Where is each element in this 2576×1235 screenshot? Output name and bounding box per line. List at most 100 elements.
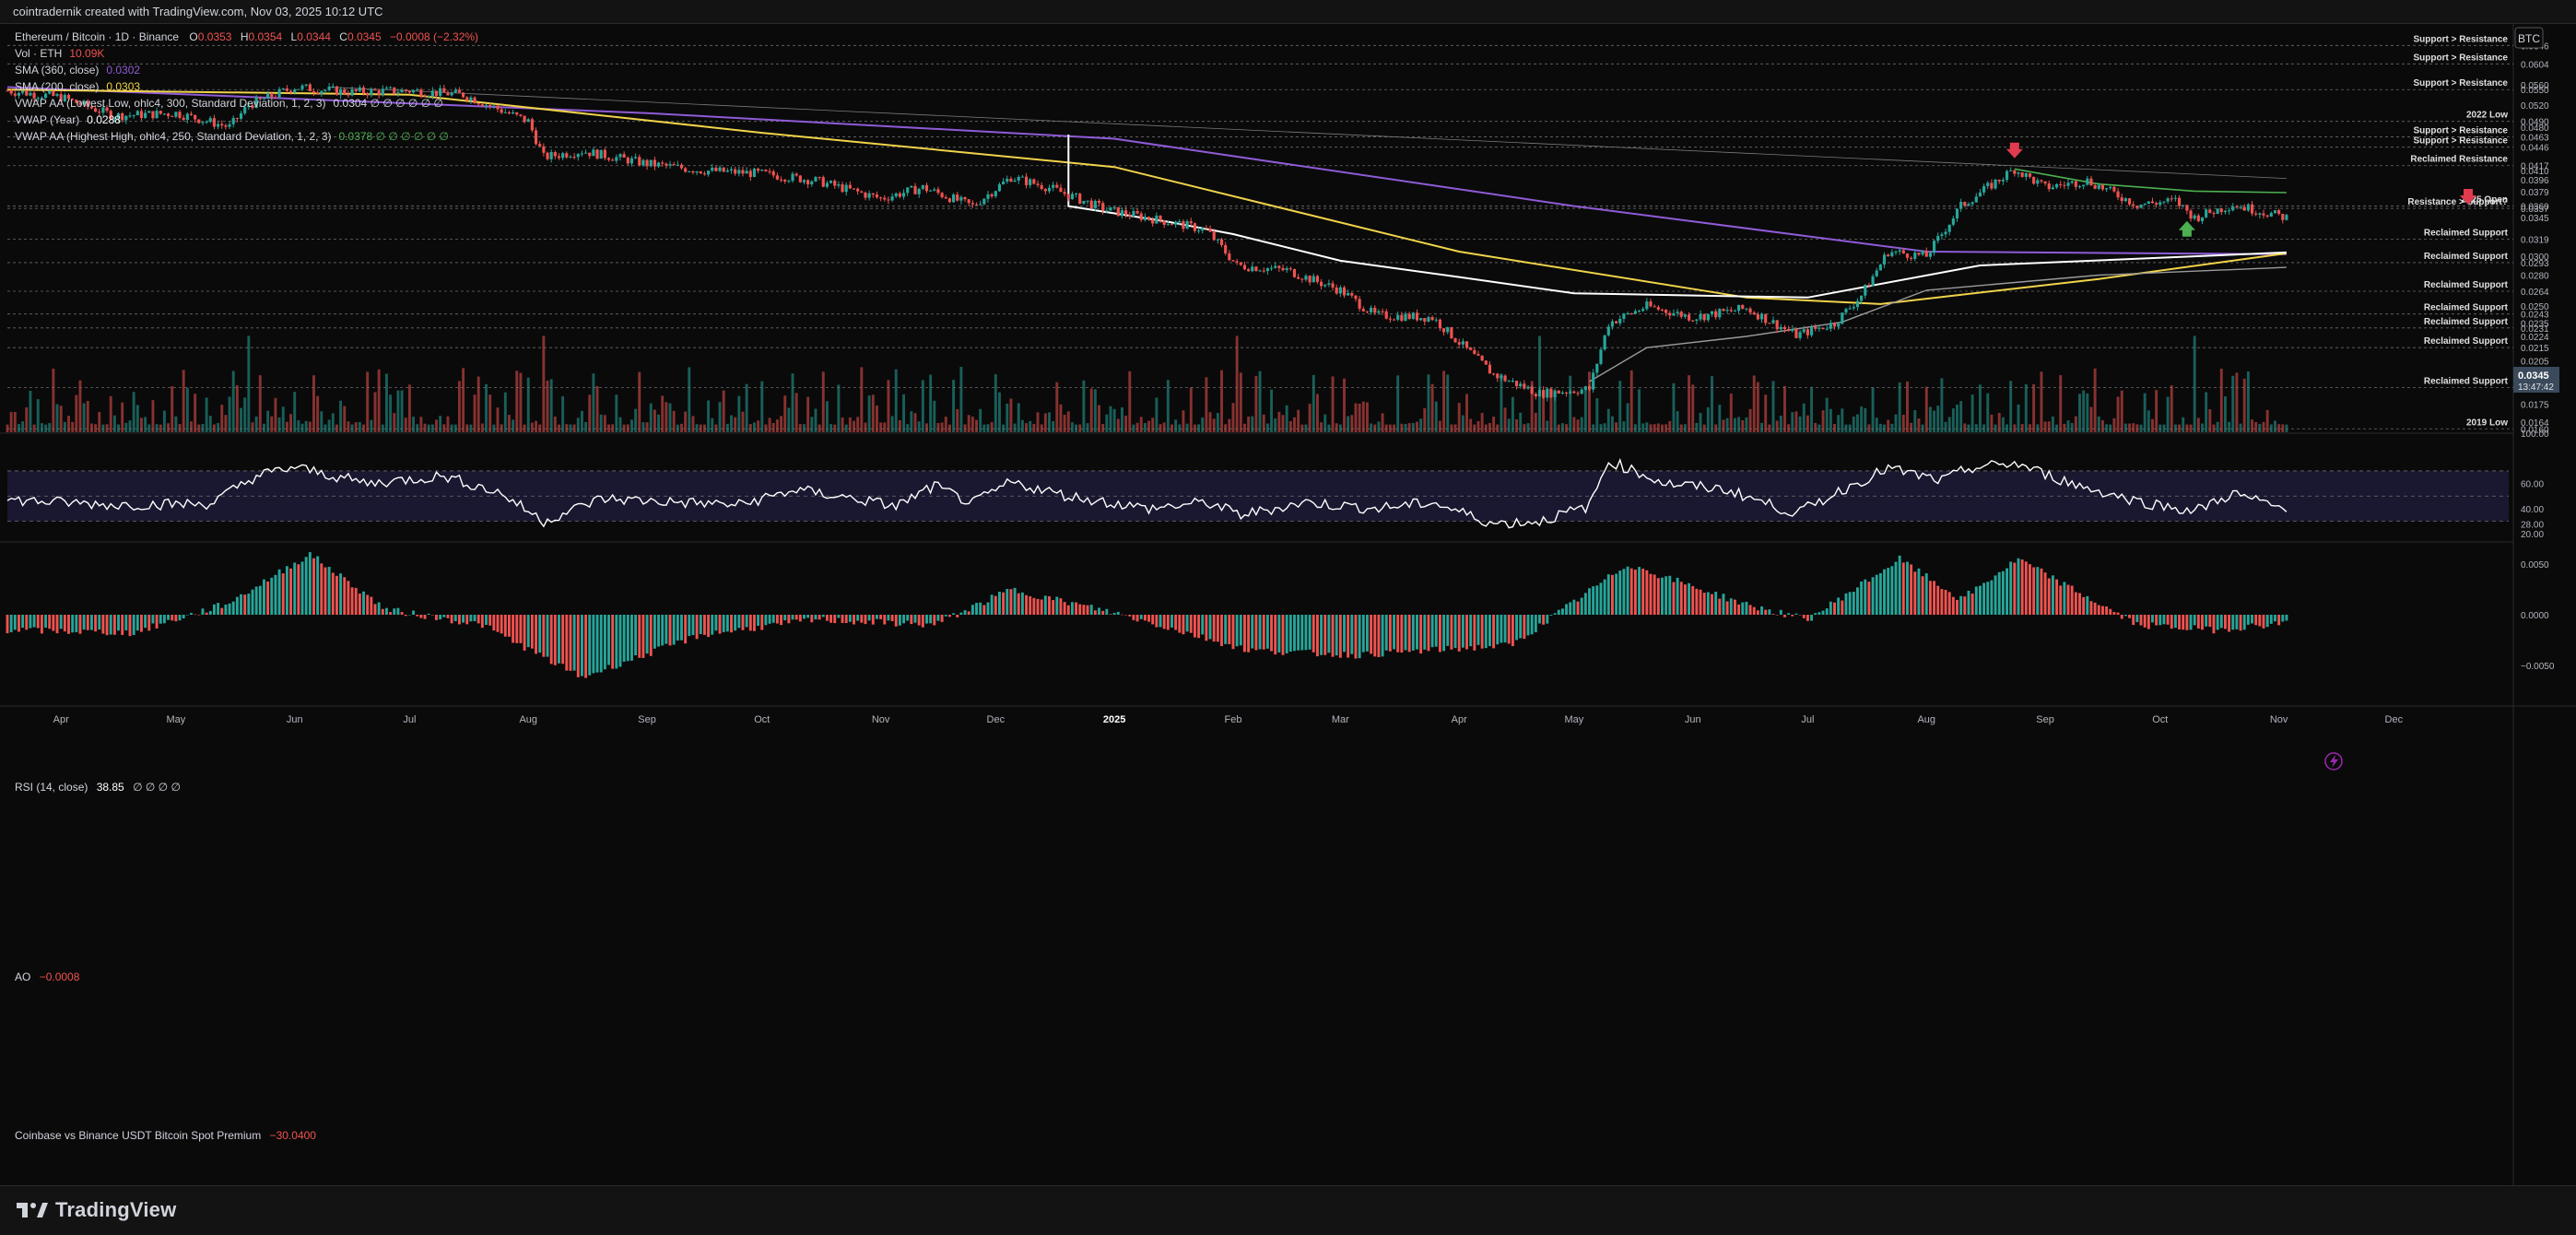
lightning-icon[interactable] (2324, 752, 2343, 770)
candle-body (377, 90, 381, 95)
ao-bar (1361, 615, 1365, 653)
tradingview-logo[interactable]: TradingView (15, 1198, 176, 1222)
volume-bar (132, 392, 135, 432)
candle-body (1963, 202, 1967, 206)
ao-bar (320, 563, 323, 615)
ao-bar (864, 615, 867, 625)
volume-bar (1760, 422, 1763, 432)
price-tick: 0.0490 (2521, 118, 2549, 128)
candle-body (1297, 276, 1300, 279)
candle-body (1208, 228, 1212, 232)
volume-bar (2265, 409, 2269, 432)
volume-bar (1492, 417, 1496, 432)
ao-pane[interactable] (6, 552, 2288, 678)
ao-bar (1109, 614, 1112, 615)
candle-body (1473, 349, 1476, 355)
legend-open: 0.0353 (198, 30, 232, 43)
candle-body (1710, 311, 1714, 314)
ao-bar (1500, 615, 1503, 643)
candle-body (814, 177, 817, 182)
price-tick: 0.0164 (2521, 418, 2549, 429)
volume-bar (748, 424, 752, 432)
candle-body (1411, 312, 1415, 319)
volume-bar (1400, 423, 1404, 432)
candle-body (1124, 210, 1128, 216)
ao-bar (247, 594, 251, 615)
candle-body (1358, 299, 1361, 309)
ao-bar (1208, 615, 1212, 640)
ao-bar (1645, 570, 1649, 615)
indicator-1[interactable] (6, 88, 2288, 305)
candle-body (569, 157, 572, 159)
candlestick-layer[interactable] (6, 82, 2288, 402)
candle-body (1281, 267, 1285, 271)
candle-body (1496, 373, 1500, 379)
volume-bar (9, 412, 13, 432)
currency-badge-box[interactable] (2514, 27, 2544, 49)
candle-body (615, 157, 618, 161)
candle-body (1725, 310, 1729, 312)
ao-bar (1216, 615, 1219, 642)
ao-bar (2173, 615, 2177, 629)
candle-body (1986, 182, 1990, 186)
candle-body (1423, 318, 1427, 322)
volume-bar (270, 416, 274, 432)
ao-bar (1166, 615, 1170, 630)
candle-body (1855, 300, 1860, 308)
ao-bar (2185, 615, 2189, 630)
ao-bar (1365, 615, 1369, 652)
candle-body (1450, 327, 1453, 339)
ao-bar (2143, 615, 2147, 628)
price-tick: 0.0463 (2521, 134, 2549, 144)
volume-bar (2281, 424, 2285, 432)
volume-bar (1841, 408, 1844, 432)
volume-bar (1523, 424, 1526, 432)
candle-body (1832, 323, 1837, 327)
candle-body (856, 188, 860, 192)
ao-bar (1752, 606, 1756, 615)
currency-badge[interactable]: BTC (2518, 32, 2540, 45)
volume-bar (676, 424, 679, 432)
ao-bar (1538, 615, 1541, 624)
rsi-line[interactable] (6, 457, 2288, 529)
candle-body (1361, 308, 1365, 312)
ao-bar (982, 605, 986, 615)
candle-body (1350, 293, 1354, 296)
time-axis[interactable]: Apr May Jun Jul Aug Sep Oct Nov Dec 2025 Feb Mar Apr… (53, 714, 2404, 725)
ao-bar (2055, 579, 2059, 615)
volume-bar (1388, 424, 1392, 432)
volume-bar (82, 403, 86, 432)
volume-bar (921, 380, 924, 432)
ao-bar (737, 615, 741, 629)
volume-bar (1956, 404, 1958, 432)
volume-bar (1473, 424, 1476, 432)
candle-body (316, 92, 320, 94)
ao-bar (453, 615, 457, 622)
ao-bar (18, 615, 20, 632)
time-tick: Apr (1452, 714, 1467, 725)
indicator-4[interactable] (2014, 168, 2287, 194)
candle-body (2132, 204, 2135, 206)
volume-bar (665, 402, 668, 432)
volume-bar (572, 424, 576, 432)
ao-bar (331, 572, 335, 615)
ao-bar (2201, 615, 2204, 630)
ao-bar (526, 615, 530, 648)
ao-bar (508, 615, 511, 637)
candle-body (285, 88, 288, 91)
candle-body (668, 164, 672, 166)
candle-body (1063, 192, 1066, 194)
volume-bar (167, 423, 171, 432)
ao-bar (952, 613, 956, 615)
candle-body (1664, 309, 1668, 313)
ao-bar (1093, 610, 1097, 615)
trend-line[interactable] (329, 87, 2287, 180)
candle-body (320, 90, 323, 94)
volume-bar (1040, 424, 1043, 432)
ao-bar (944, 615, 947, 617)
rsi-pane[interactable] (6, 457, 2509, 529)
volume-bar (1438, 420, 1441, 432)
ao-bar (1335, 615, 1338, 656)
price-tick: 0.0224 (2521, 333, 2549, 343)
